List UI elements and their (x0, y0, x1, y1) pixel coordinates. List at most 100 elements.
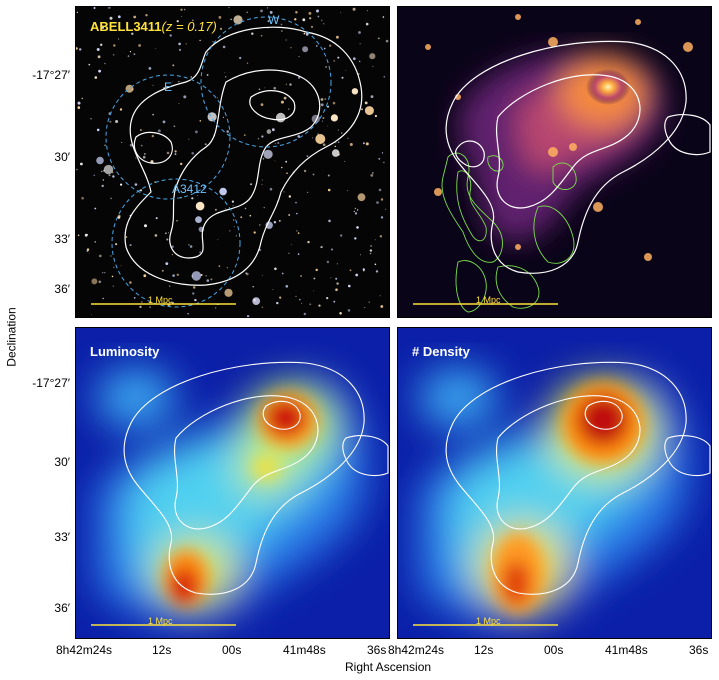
star (378, 188, 382, 192)
star (200, 274, 203, 276)
star (183, 95, 187, 99)
star (333, 300, 336, 303)
star (111, 171, 114, 174)
star (259, 224, 261, 226)
circle-e (105, 74, 231, 200)
star (347, 309, 351, 312)
star (261, 135, 264, 138)
star (364, 101, 368, 105)
star (354, 212, 358, 215)
star (173, 125, 176, 128)
star (224, 288, 233, 297)
scale-bar-label: 1 Mpc (148, 616, 173, 626)
star (129, 244, 132, 247)
star (111, 275, 114, 278)
xray-point-source (593, 202, 603, 212)
star (91, 278, 98, 285)
star (174, 153, 177, 156)
star (362, 142, 365, 145)
star (333, 60, 335, 62)
star (296, 230, 298, 232)
star (102, 179, 104, 181)
star (283, 96, 287, 100)
star (306, 155, 309, 158)
star (81, 196, 84, 200)
star (154, 234, 158, 237)
xtick-right-5: 36s (689, 643, 709, 657)
redshift: (z = 0.17) (161, 19, 217, 34)
star (269, 11, 273, 14)
star (188, 138, 190, 140)
ytick-top-2: 30′ (54, 150, 70, 164)
star (233, 15, 243, 25)
star (245, 272, 248, 275)
star (140, 144, 143, 147)
star (317, 15, 320, 18)
number-density-map-panel: # Density 1 Mpc (397, 327, 712, 639)
star (285, 285, 289, 288)
star (233, 219, 235, 221)
star (225, 76, 227, 78)
xtick-right-1: 8h42m24s (388, 643, 445, 657)
star (331, 149, 340, 157)
star (355, 273, 359, 277)
star (262, 158, 265, 160)
star (378, 158, 381, 160)
star (199, 39, 201, 42)
star (178, 81, 180, 83)
star (356, 209, 359, 211)
star (86, 250, 89, 253)
ytick-bottom-4: 36′ (54, 601, 70, 615)
xray-peak (586, 69, 630, 105)
star (252, 297, 261, 305)
star (288, 252, 290, 254)
star (369, 249, 373, 252)
ytick-top-1: -17°27′ (32, 68, 70, 82)
ytick-bottom-1: -17°27′ (32, 376, 70, 390)
star (385, 208, 387, 210)
star (379, 235, 383, 238)
star (101, 170, 103, 173)
star (222, 45, 226, 49)
star (129, 51, 131, 53)
star (120, 265, 122, 267)
star (302, 46, 309, 53)
star (162, 120, 166, 124)
star (253, 231, 256, 234)
optical-image-panel: ABELL3411(z = 0.17) W E A3412 1 Mpc (75, 6, 390, 318)
star (93, 7, 96, 9)
star (171, 253, 174, 256)
star (100, 43, 103, 46)
star (101, 26, 105, 29)
star (243, 134, 246, 136)
star (94, 241, 96, 243)
star (288, 108, 290, 110)
star (382, 16, 385, 18)
star (302, 18, 306, 22)
star (178, 103, 180, 105)
star (101, 184, 104, 188)
star (327, 188, 331, 192)
star (219, 187, 227, 196)
star (280, 23, 283, 26)
star (88, 63, 91, 66)
star (356, 226, 359, 229)
star (273, 86, 276, 90)
star (349, 269, 352, 272)
star (359, 43, 361, 45)
star (257, 138, 260, 140)
star (335, 142, 337, 144)
star (109, 120, 112, 123)
star (263, 149, 273, 159)
star (103, 164, 114, 175)
cluster-name: ABELL3411 (90, 19, 162, 34)
star (121, 142, 123, 143)
panel-title-density: # Density (412, 344, 470, 359)
star (283, 191, 285, 193)
star (145, 14, 148, 17)
star (327, 105, 329, 108)
star (168, 232, 169, 234)
star (260, 34, 263, 37)
star (354, 237, 357, 240)
star (294, 18, 297, 21)
